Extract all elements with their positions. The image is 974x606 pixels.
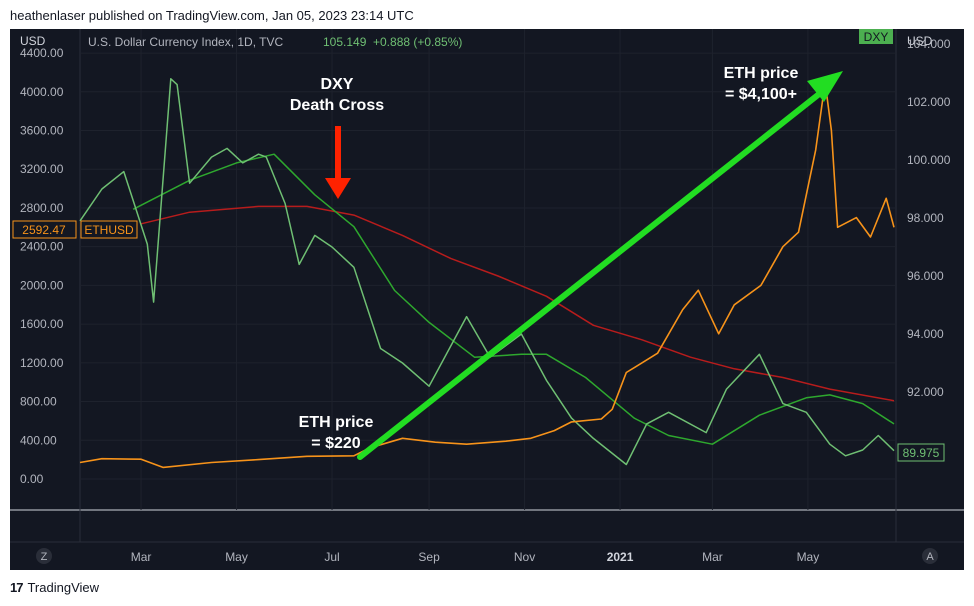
time-tick-label: Mar	[131, 550, 152, 564]
eth-high-line2: = $4,100+	[725, 86, 797, 103]
eth-high-line1: ETH price	[724, 65, 799, 82]
time-tick-label: 2021	[607, 550, 634, 564]
legend-symbol: U.S. Dollar Currency Index, 1D, TVC	[88, 35, 284, 49]
left-tick-label: 2800.00	[20, 201, 64, 215]
right-tick-label: 104.000	[907, 37, 951, 51]
death-cross-line2: Death Cross	[290, 97, 384, 114]
series-layer	[79, 78, 895, 469]
right-axis-ticks: 104.000 102.000 100.000 98.000 96.000 94.000 9…	[907, 37, 951, 457]
eth-label: ETHUSD	[84, 223, 134, 237]
left-tick-label: 4400.00	[20, 46, 64, 60]
right-tick-label: 98.000	[907, 211, 944, 225]
red-down-arrow	[325, 126, 351, 199]
death-cross-line1: DXY	[321, 76, 354, 93]
left-tick-label: 3200.00	[20, 162, 64, 176]
right-tick-label: 102.000	[907, 95, 951, 109]
publication-attribution: heathenlaser published on TradingView.co…	[10, 8, 414, 23]
eth-label-badge	[80, 220, 138, 239]
time-tick-label: May	[797, 550, 820, 564]
eth-low-line2: = $220	[311, 435, 360, 452]
series-line-dxy-ma-short	[132, 153, 895, 445]
z-button[interactable]	[36, 548, 52, 564]
left-tick-label: 3600.00	[20, 124, 64, 138]
right-tick-label: 100.000	[907, 153, 951, 167]
series-line-dxy	[79, 78, 895, 466]
price-chart: U.S. Dollar Currency Index, 1D, TVC 105.…	[10, 29, 964, 564]
left-tick-label: 0.00	[20, 472, 44, 486]
dxy-badge-label: DXY	[864, 30, 889, 44]
green-up-arrow	[357, 71, 843, 460]
left-tick-label: 800.00	[20, 395, 57, 409]
time-tick-label: Mar	[702, 550, 723, 564]
a-button-label: A	[926, 551, 934, 563]
legend-price: 105.149	[323, 35, 367, 49]
eth-value-badge	[12, 220, 77, 239]
left-tick-label: 400.00	[20, 433, 57, 447]
footer-brand[interactable]: TradingView	[27, 580, 100, 595]
left-tick-label: 4000.00	[20, 85, 64, 99]
left-tick-label: 1600.00	[20, 317, 64, 331]
a-button[interactable]	[922, 548, 938, 564]
eth-low-line1: ETH price	[299, 414, 374, 431]
dxy-last-value: 89.975	[903, 446, 940, 460]
left-tick-label: 2000.00	[20, 278, 64, 292]
left-tick-label: 2400.00	[20, 240, 64, 254]
right-tick-label: 94.000	[907, 327, 944, 341]
chart-panel[interactable]: U.S. Dollar Currency Index, 1D, TVC 105.…	[10, 29, 964, 570]
tradingview-logo-icon[interactable]: 17	[10, 580, 24, 595]
eth-value: 2592.47	[22, 223, 66, 237]
grid-lines	[80, 29, 896, 510]
time-tick-label: Sep	[418, 550, 440, 564]
time-tick-label: Nov	[514, 550, 535, 564]
dxy-last-value-badge	[897, 443, 945, 462]
time-axis-labels: Mar May Jul Sep Nov 2021 Mar May	[131, 550, 820, 564]
time-tick-label: Jul	[324, 550, 339, 564]
series-line-dxy-ma-long	[140, 205, 895, 402]
left-axis-unit: USD	[20, 34, 46, 48]
z-button-label: Z	[41, 551, 48, 563]
right-axis-unit: USD	[907, 34, 933, 48]
legend-change: +0.888 (+0.85%)	[373, 35, 462, 49]
right-tick-label: 92.000	[907, 385, 944, 399]
footer: 17 TradingView	[10, 580, 99, 595]
left-tick-label: 1200.00	[20, 356, 64, 370]
left-axis-ticks: 4400.00 4000.00 3600.00 3200.00 2800.00 2400.…	[20, 46, 64, 486]
series-line-ethusd	[79, 81, 895, 469]
right-tick-label: 96.000	[907, 269, 944, 283]
dxy-badge	[859, 29, 893, 44]
time-tick-label: May	[225, 550, 248, 564]
